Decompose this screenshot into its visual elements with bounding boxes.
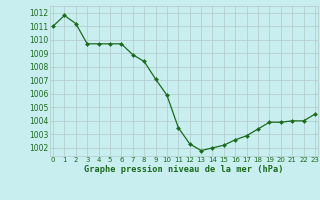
X-axis label: Graphe pression niveau de la mer (hPa): Graphe pression niveau de la mer (hPa): [84, 165, 284, 174]
